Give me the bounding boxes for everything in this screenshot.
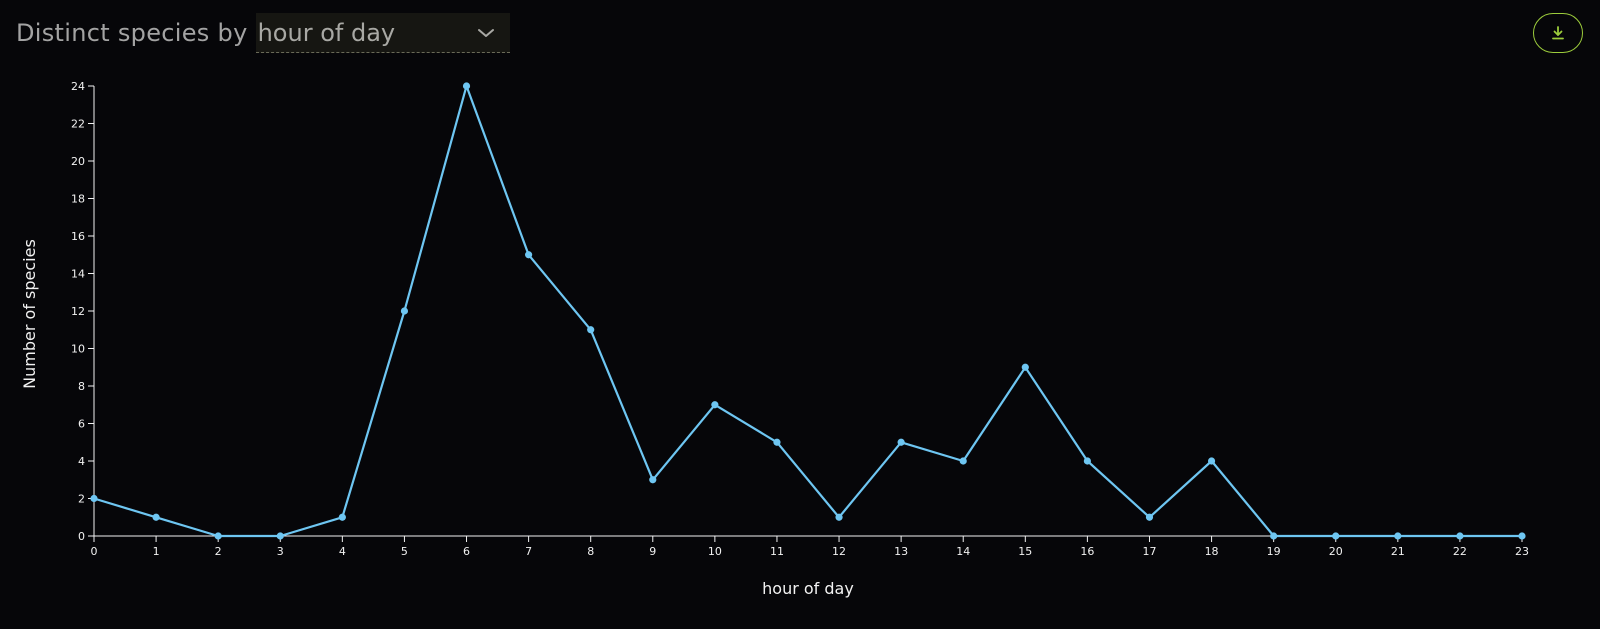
x-tick-label: 18: [1205, 545, 1219, 558]
y-tick-label: 10: [71, 343, 85, 356]
x-tick-label: 21: [1391, 545, 1405, 558]
data-point[interactable]: [276, 532, 284, 540]
x-tick-label: 1: [153, 545, 160, 558]
x-tick-label: 20: [1329, 545, 1343, 558]
data-point[interactable]: [525, 251, 533, 259]
download-icon: [1552, 26, 1564, 40]
data-point[interactable]: [1332, 532, 1340, 540]
x-tick-label: 0: [91, 545, 98, 558]
y-tick-label: 14: [71, 268, 85, 281]
data-point[interactable]: [649, 476, 657, 484]
y-tick-label: 18: [71, 193, 85, 206]
x-tick-label: 8: [587, 545, 594, 558]
data-point[interactable]: [773, 438, 781, 446]
x-tick-label: 13: [894, 545, 908, 558]
x-tick-label: 17: [1142, 545, 1156, 558]
data-point[interactable]: [214, 532, 222, 540]
series-line: [93, 84, 1522, 538]
x-tick-label: 6: [463, 545, 470, 558]
x-tick-label: 12: [832, 545, 846, 558]
x-tick-label: 11: [770, 545, 784, 558]
x-tick-label: 19: [1267, 545, 1281, 558]
x-tick-label: 16: [1080, 545, 1094, 558]
x-tick-label: 2: [215, 545, 222, 558]
y-axis-label: Number of species: [20, 239, 39, 389]
x-tick-label: 3: [277, 545, 284, 558]
y-tick-label: 24: [71, 80, 85, 93]
data-point[interactable]: [1145, 513, 1154, 521]
chart-title-prefix: Distinct species by: [16, 19, 248, 47]
data-point[interactable]: [338, 513, 346, 521]
data-point[interactable]: [1518, 532, 1526, 540]
chevron-down-icon: [477, 29, 494, 37]
x-tick-label: 10: [708, 545, 722, 558]
x-axis-label: hour of day: [762, 579, 854, 598]
data-point[interactable]: [1394, 532, 1402, 540]
data-point[interactable]: [400, 307, 409, 315]
y-tick-label: 6: [78, 418, 85, 431]
data-point[interactable]: [897, 438, 905, 446]
x-tick-label: 5: [401, 545, 408, 558]
y-tick-label: 0: [78, 530, 85, 543]
data-point[interactable]: [587, 326, 595, 334]
x-tick-label: 4: [339, 545, 346, 558]
download-button[interactable]: [1533, 13, 1583, 53]
y-tick-label: 2: [78, 493, 85, 506]
y-tick-label: 16: [71, 230, 85, 243]
data-point[interactable]: [711, 401, 719, 409]
data-point[interactable]: [1083, 457, 1091, 465]
data-point[interactable]: [462, 82, 471, 90]
x-tick-label: 23: [1515, 545, 1529, 558]
series-points: [90, 82, 1526, 540]
x-tick-label: 15: [1018, 545, 1032, 558]
y-tick-label: 12: [71, 305, 85, 318]
data-point[interactable]: [1021, 363, 1029, 371]
y-tick-label: 4: [78, 455, 85, 468]
x-tick-label: 7: [525, 545, 532, 558]
y-tick-label: 22: [71, 118, 85, 131]
x-axis: 0 1 2 3 4 5 6 7 8 9 10 11 12 13 14 15 16 17 18 19 20 21 22 23: [91, 535, 1529, 558]
group-by-dropdown-value: hour of day: [257, 18, 396, 47]
data-point[interactable]: [835, 513, 843, 521]
data-point[interactable]: [152, 513, 160, 521]
x-tick-label: 9: [649, 545, 656, 558]
y-tick-label: 8: [78, 380, 85, 393]
group-by-dropdown[interactable]: hour of day: [255, 13, 510, 53]
x-tick-label: 14: [956, 545, 970, 558]
data-point[interactable]: [1456, 532, 1464, 540]
data-point[interactable]: [90, 494, 98, 503]
data-point[interactable]: [959, 457, 967, 465]
chart-header: Distinct species by hour of day: [16, 13, 510, 53]
data-point[interactable]: [1207, 457, 1216, 465]
data-point[interactable]: [1270, 532, 1278, 540]
x-tick-label: 22: [1453, 545, 1467, 558]
y-tick-label: 20: [71, 155, 85, 168]
